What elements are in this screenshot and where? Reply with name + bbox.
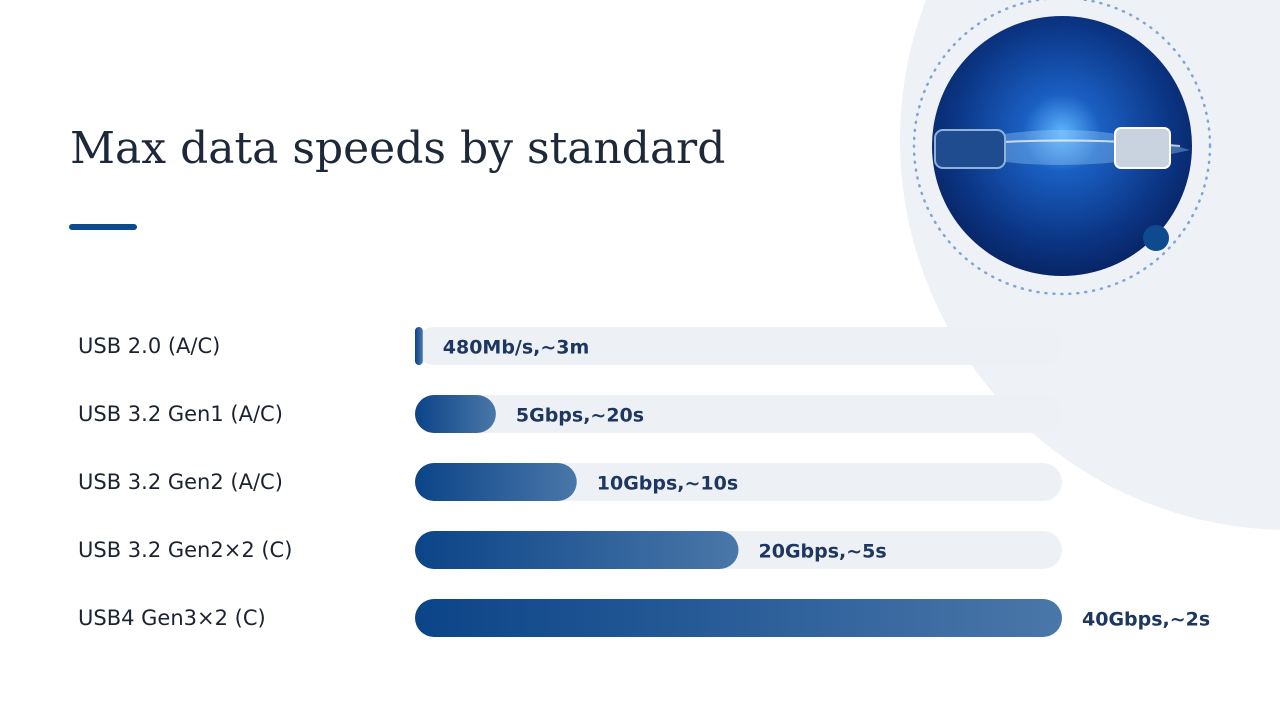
category-label: USB 3.2 Gen1 (A/C)	[78, 402, 283, 426]
category-label: USB4 Gen3×2 (C)	[78, 606, 266, 630]
bar	[415, 463, 577, 501]
dotted-ring	[912, 0, 1212, 296]
category-label: USB 3.2 Gen2×2 (C)	[78, 538, 292, 562]
value-label: 480Mb/s,~3m	[443, 337, 590, 359]
bar	[415, 599, 1062, 637]
value-label: 5Gbps,~20s	[516, 405, 644, 427]
bar-chart: USB 2.0 (A/C) 480Mb/s,~3m USB 3.2 Gen1 (A/…	[78, 327, 1210, 637]
bar	[415, 395, 496, 433]
bar-track	[415, 327, 1062, 365]
bar	[415, 327, 423, 365]
bar-track	[415, 395, 1062, 433]
value-label: 10Gbps,~10s	[597, 473, 738, 495]
category-label: USB 2.0 (A/C)	[78, 334, 220, 358]
bar	[415, 531, 739, 569]
hero-image	[932, 16, 1192, 276]
category-label: USB 3.2 Gen2 (A/C)	[78, 470, 283, 494]
chart-title: Max data speeds by standard	[70, 123, 725, 174]
image-decoration	[934, 127, 1190, 169]
bar-track	[415, 463, 1062, 501]
title-underline	[69, 224, 137, 230]
value-label: 20Gbps,~5s	[759, 541, 887, 563]
value-label: 40Gbps,~2s	[1082, 609, 1210, 631]
accent-dot	[1143, 225, 1169, 251]
